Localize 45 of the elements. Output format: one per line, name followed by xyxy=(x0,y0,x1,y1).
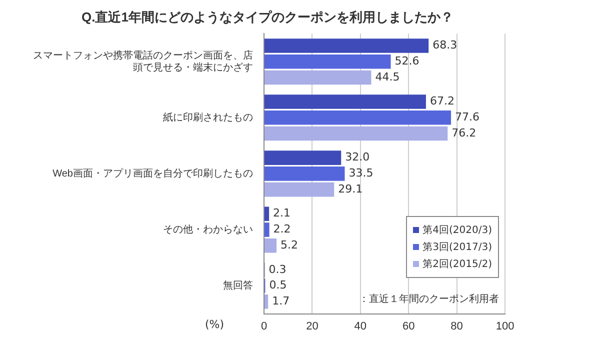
x-tick-label: 80 xyxy=(450,320,463,332)
legend-label: 第4回(2020/3) xyxy=(422,224,492,237)
data-label: 52.6 xyxy=(394,54,420,68)
data-label: 29.1 xyxy=(338,182,363,196)
bar xyxy=(264,166,345,181)
bar xyxy=(264,238,277,253)
x-axis-title: (%) xyxy=(204,318,224,332)
bar xyxy=(264,70,372,85)
bar xyxy=(264,94,426,109)
y-tick-label: その他・わからない xyxy=(163,223,253,236)
y-tick-label: Web画面・アプリ画面を自分で印刷したもの xyxy=(52,167,253,180)
data-label: 33.5 xyxy=(348,166,374,180)
data-label: 32.0 xyxy=(345,150,370,164)
data-label: 44.5 xyxy=(375,70,400,84)
y-tick-label: スマートフォンや携帯電話のクーポン画面を、店頭で見せる・端末にかざす xyxy=(33,49,253,74)
data-label: 0.3 xyxy=(268,262,286,276)
y-tick-label: 紙に印刷されたもの xyxy=(163,111,253,124)
chart-title: Q.直近1年間にどのようなタイプのクーポンを利用しましたか？ xyxy=(82,9,454,24)
annotation: ：直近１年間のクーポン利用者 xyxy=(359,292,499,306)
data-label: 2.2 xyxy=(273,222,291,236)
bar xyxy=(264,38,429,53)
bar xyxy=(264,222,270,237)
legend-label: 第3回(2017/3) xyxy=(422,240,492,254)
data-label: 68.3 xyxy=(432,38,458,52)
x-tick-label: 40 xyxy=(354,320,367,332)
bar xyxy=(264,110,452,125)
data-label: 76.2 xyxy=(452,126,476,140)
y-tick-label: 無回答 xyxy=(223,280,253,292)
data-label: 5.2 xyxy=(280,238,298,252)
bar xyxy=(264,126,448,141)
data-label: 2.1 xyxy=(273,206,291,220)
x-tick-label: 60 xyxy=(402,320,415,332)
bar xyxy=(264,182,334,197)
data-label: 67.2 xyxy=(430,94,454,108)
data-label: 1.7 xyxy=(272,294,290,308)
bar xyxy=(264,150,342,165)
bar xyxy=(264,54,391,69)
x-tick-label: 100 xyxy=(496,320,514,332)
data-label: 0.5 xyxy=(269,278,287,292)
data-label: 77.6 xyxy=(455,110,480,124)
x-tick-label: 20 xyxy=(306,320,318,332)
x-tick-label: 0 xyxy=(260,320,268,332)
legend-label: 第2回(2015/2) xyxy=(422,258,492,271)
bar xyxy=(264,294,268,309)
bar xyxy=(264,206,270,222)
